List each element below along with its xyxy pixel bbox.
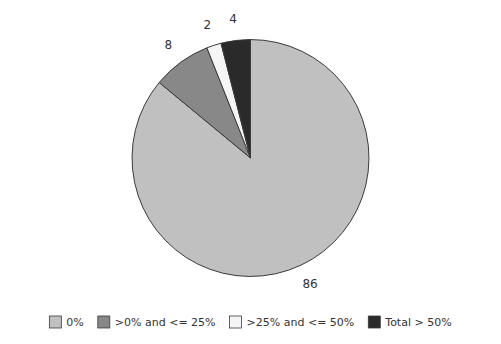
- legend-item: Total > 50%: [368, 316, 451, 329]
- legend-label: 0%: [66, 316, 83, 329]
- legend-swatch: [49, 316, 61, 328]
- data-labels: 86 8 2 4: [165, 12, 318, 291]
- legend-label: Total > 50%: [384, 316, 451, 329]
- chart: 86 8 2 4 0% >0% and <= 25% >25% and <= 50% Tota…: [0, 0, 501, 344]
- slice: [221, 40, 250, 158]
- data-label: 8: [165, 38, 173, 52]
- data-label: 2: [203, 18, 211, 32]
- legend-label: >25% and <= 50%: [247, 316, 355, 329]
- legend-swatch: [98, 316, 110, 328]
- data-label: 4: [229, 12, 237, 26]
- legend-swatch: [230, 316, 242, 328]
- pie: [132, 40, 369, 277]
- legend: 0% >0% and <= 25% >25% and <= 50% Total > 5…: [49, 316, 451, 329]
- legend-item: 0%: [49, 316, 83, 329]
- legend-item: >0% and <= 25%: [98, 316, 216, 329]
- slice: [132, 40, 369, 277]
- legend-label: >0% and <= 25%: [115, 316, 216, 329]
- legend-swatch: [368, 316, 380, 328]
- data-label: 86: [302, 277, 317, 291]
- legend-item: >25% and <= 50%: [230, 316, 355, 329]
